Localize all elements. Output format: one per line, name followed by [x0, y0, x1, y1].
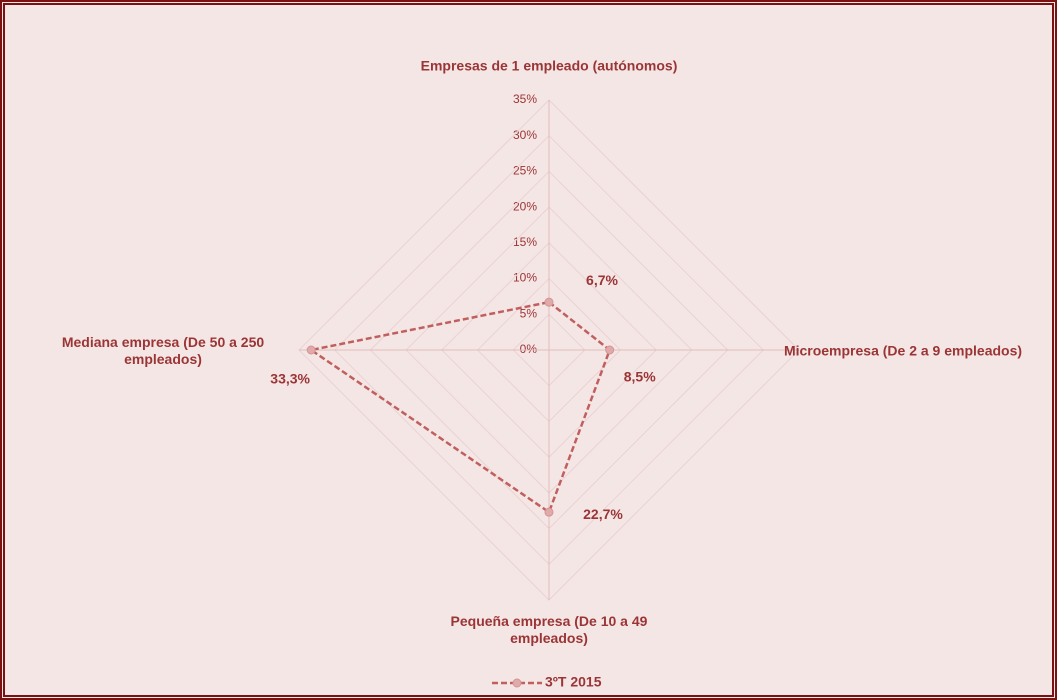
data-label: 8,5%: [624, 369, 656, 385]
y-tick-label: 30%: [513, 128, 537, 142]
data-point: [306, 345, 316, 355]
y-tick-label: 15%: [513, 235, 537, 249]
category-label: Pequeña empresa (De 10 a 49 empleados): [450, 613, 648, 646]
y-tick-label: 0%: [520, 342, 538, 356]
category-label: Mediana empresa (De 50 a 250 empleados): [61, 334, 265, 367]
legend-marker: [512, 678, 522, 688]
category-label: Empresas de 1 empleado (autónomos): [420, 57, 678, 74]
category-label: Microempresa (De 2 a 9 empleados): [783, 342, 1023, 359]
data-label: 33,3%: [270, 371, 310, 387]
y-tick-label: 35%: [513, 92, 537, 106]
legend-label: 3ºT 2015: [545, 674, 602, 690]
y-tick-label: 10%: [513, 271, 537, 285]
y-tick-label: 5%: [520, 306, 538, 320]
y-tick-label: 20%: [513, 199, 537, 213]
chart: 0% 5% 10% 15% 20% 25% 30% 35% 6,7% 8,5% 22,7% 33,3%…: [270, 92, 800, 690]
data-point: [544, 507, 554, 517]
data-point: [605, 345, 615, 355]
data-label: 22,7%: [583, 506, 623, 522]
data-label: 6,7%: [586, 272, 618, 288]
y-tick-label: 25%: [513, 164, 537, 178]
data-point: [544, 297, 554, 307]
